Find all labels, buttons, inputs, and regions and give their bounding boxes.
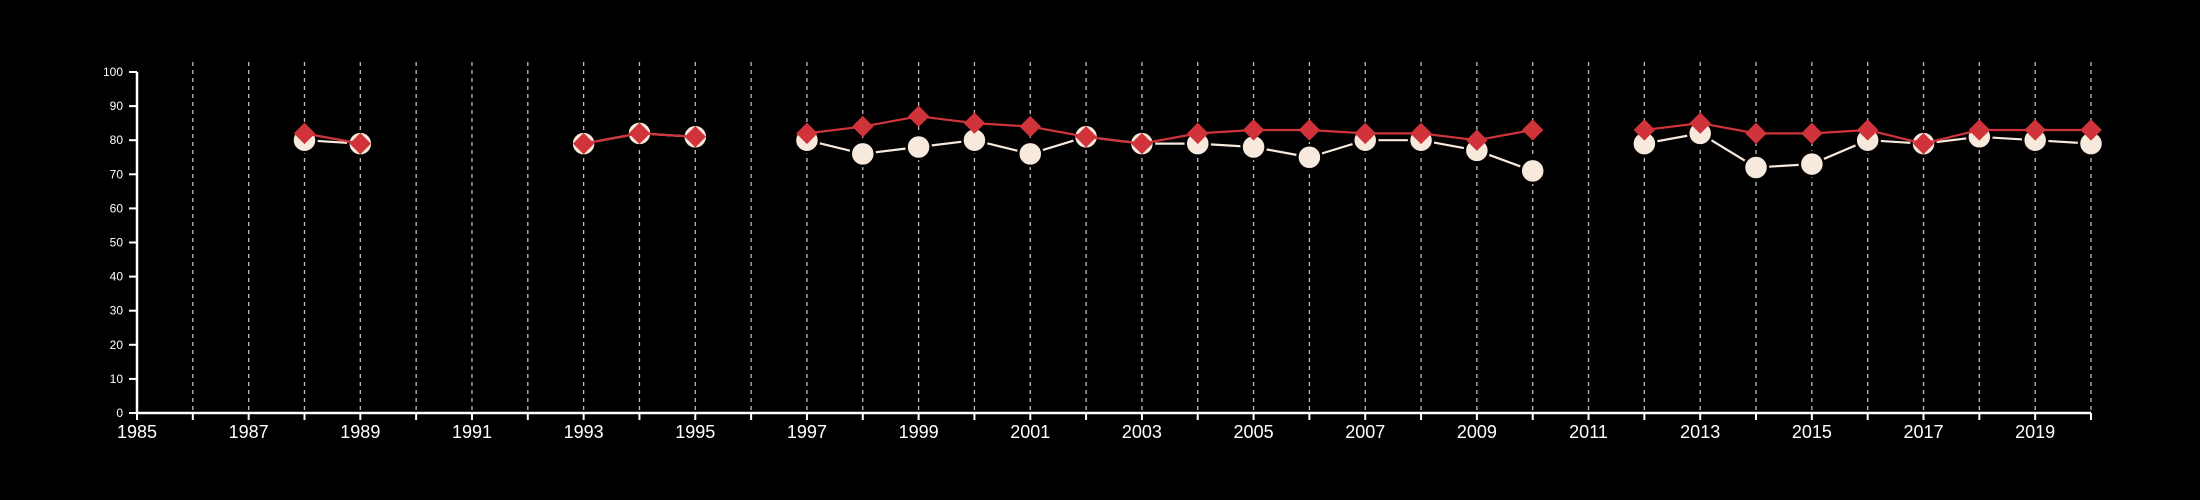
y-tick-label-80: 80 bbox=[110, 133, 124, 147]
point-diamond-2015 bbox=[1801, 122, 1823, 145]
x-tick-label-2001: 2001 bbox=[1010, 422, 1050, 442]
point-diamond-2008 bbox=[1410, 122, 1432, 145]
y-tick-label-50: 50 bbox=[110, 236, 124, 250]
y-tick-label-30: 30 bbox=[110, 304, 124, 318]
point-diamond-2000 bbox=[963, 112, 986, 134]
y-tick-label-20: 20 bbox=[110, 338, 124, 352]
x-tick-label-2011: 2011 bbox=[1569, 422, 1608, 442]
point-diamond-1999 bbox=[907, 105, 930, 128]
y-tick-label-70: 70 bbox=[110, 167, 124, 181]
series-diamond bbox=[293, 105, 2102, 155]
point-diamond-2016 bbox=[1856, 119, 1879, 141]
point-circle-2006 bbox=[1296, 144, 1323, 171]
point-diamond-1988 bbox=[293, 122, 316, 145]
series-line-diamond-0 bbox=[304, 132, 361, 145]
point-diamond-2007 bbox=[1354, 122, 1376, 145]
point-diamond-1997 bbox=[796, 122, 818, 145]
axes: 0 10 20 30 40 50 60 70 80 90 100 1985 1987 1989 1991 19… bbox=[103, 65, 2092, 442]
point-diamond-2014 bbox=[1745, 122, 1767, 145]
x-tick-label-1987: 1987 bbox=[229, 422, 269, 442]
x-tick-label-2015: 2015 bbox=[1792, 422, 1832, 442]
x-tick-label-2007: 2007 bbox=[1345, 422, 1385, 442]
point-diamond-2020 bbox=[2080, 119, 2102, 141]
point-diamond-2005 bbox=[1242, 119, 1265, 141]
y-tick-label-10: 10 bbox=[110, 372, 124, 386]
y-tick-label-90: 90 bbox=[110, 99, 124, 113]
x-tick-label-2017: 2017 bbox=[1903, 422, 1943, 442]
point-diamond-2001 bbox=[1019, 115, 1041, 138]
point-diamond-1993 bbox=[572, 132, 595, 155]
point-diamond-1994 bbox=[628, 122, 651, 145]
point-circle-2010 bbox=[1519, 157, 1546, 185]
x-tick-label-1999: 1999 bbox=[899, 422, 939, 442]
x-tick-label-2009: 2009 bbox=[1457, 422, 1497, 442]
point-diamond-2009 bbox=[1466, 129, 1488, 151]
point-diamond-2006 bbox=[1298, 119, 1321, 141]
y-tick-label-60: 60 bbox=[110, 201, 124, 215]
x-tick-label-1985: 1985 bbox=[117, 422, 157, 442]
y-tick-label-0: 0 bbox=[116, 406, 123, 420]
point-diamond-2012 bbox=[1633, 119, 1656, 141]
point-circle-1998 bbox=[849, 140, 877, 168]
x-tick-label-1995: 1995 bbox=[675, 422, 715, 442]
x-tick-label-1997: 1997 bbox=[787, 422, 827, 442]
point-diamond-1998 bbox=[852, 115, 874, 138]
point-diamond-2004 bbox=[1187, 122, 1209, 145]
y-tick-label-100: 100 bbox=[103, 65, 123, 79]
x-tick-label-2013: 2013 bbox=[1680, 422, 1720, 442]
point-diamond-1989 bbox=[349, 132, 372, 155]
x-tick-label-2005: 2005 bbox=[1234, 422, 1274, 442]
series bbox=[291, 105, 2105, 185]
point-diamond-2017 bbox=[1912, 132, 1935, 155]
point-diamond-2002 bbox=[1075, 126, 1097, 148]
point-diamond-2018 bbox=[1968, 119, 1991, 141]
x-tick-label-1991: 1991 bbox=[452, 422, 492, 442]
point-diamond-2010 bbox=[1522, 119, 1544, 141]
point-circle-1999 bbox=[905, 133, 932, 161]
point-circle-2001 bbox=[1017, 140, 1044, 168]
point-diamond-2019 bbox=[2024, 119, 2046, 141]
y-tick-label-40: 40 bbox=[110, 270, 124, 284]
point-diamond-1995 bbox=[684, 126, 706, 148]
x-tick-label-1989: 1989 bbox=[340, 422, 380, 442]
x-tick-label-1993: 1993 bbox=[564, 422, 604, 442]
x-tick-label-2003: 2003 bbox=[1122, 422, 1162, 442]
point-circle-2015 bbox=[1798, 150, 1826, 178]
point-diamond-2013 bbox=[1689, 112, 1711, 134]
point-diamond-2003 bbox=[1131, 132, 1153, 155]
x-tick-label-2019: 2019 bbox=[2015, 422, 2055, 442]
point-circle-2014 bbox=[1742, 154, 1770, 181]
